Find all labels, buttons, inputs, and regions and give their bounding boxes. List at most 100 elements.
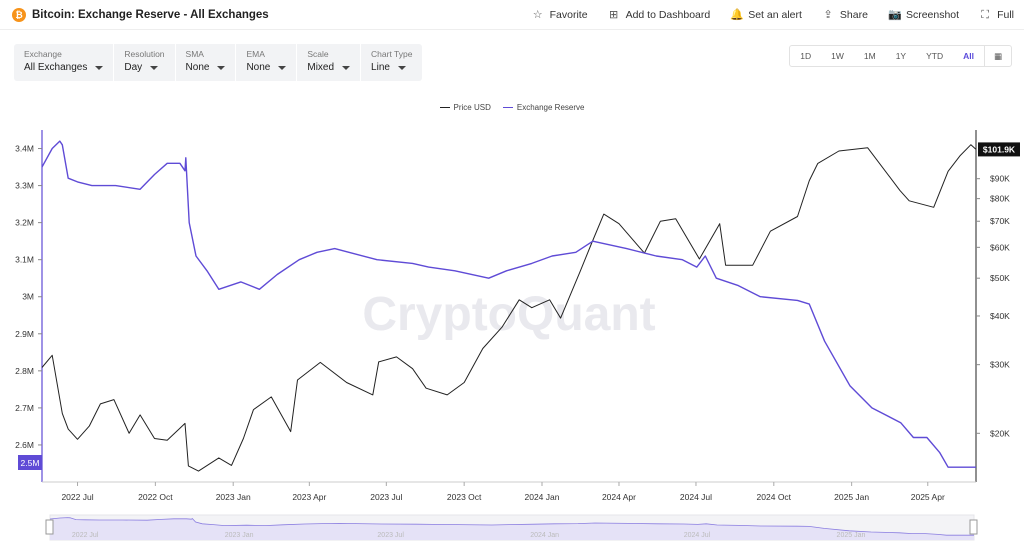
- control-value-text: None: [185, 62, 210, 73]
- share-action[interactable]: ⇪ Share: [822, 9, 868, 21]
- right-tick-label: $20K: [990, 428, 1010, 438]
- control-value: Day: [124, 62, 164, 73]
- title-wrap: ₿ Bitcoin: Exchange Reserve - All Exchan…: [12, 7, 269, 22]
- x-tick-label: 2025 Jan: [834, 492, 869, 502]
- action-label: Favorite: [549, 9, 588, 21]
- reserve-current-label: 2.5M: [21, 458, 40, 468]
- bell-action[interactable]: 🔔 Set an alert: [730, 9, 802, 21]
- chevron-down-icon: [95, 65, 104, 70]
- fullscreen-action[interactable]: ⛶ Full: [979, 9, 1014, 21]
- range-1y[interactable]: 1Y: [895, 51, 907, 61]
- chevron-down-icon: [342, 65, 351, 70]
- control-value-text: Mixed: [307, 62, 335, 73]
- control-value: Mixed: [307, 62, 351, 73]
- chevron-down-icon: [150, 65, 159, 70]
- top-bar: ₿ Bitcoin: Exchange Reserve - All Exchan…: [0, 0, 1024, 30]
- left-tick-label: 3M: [22, 292, 34, 302]
- right-tick-label: $40K: [990, 311, 1010, 321]
- control-value: All Exchanges: [24, 62, 104, 73]
- control-value-text: None: [246, 62, 271, 73]
- control-value-text: Line: [371, 62, 390, 73]
- control-value: Line: [371, 62, 412, 73]
- reserve-current-badge: [18, 455, 42, 470]
- left-tick-label: 3.3M: [15, 181, 34, 191]
- control-label: Scale: [307, 49, 329, 59]
- chart-controls: Exchange All Exchanges Resolution Day SMA Non…: [14, 44, 423, 81]
- control-value-text: All Exchanges: [24, 62, 88, 73]
- fullscreen-icon: ⛶: [981, 9, 989, 21]
- x-tick-label: 2023 Jan: [216, 492, 251, 502]
- range-selector: 1D 1W 1M 1Y YTD All ▦: [789, 45, 1012, 67]
- x-tick-label: 2024 Jan: [525, 492, 560, 502]
- dashboard-add-icon: ⊞: [608, 9, 619, 21]
- right-tick-label: $60K: [990, 242, 1010, 252]
- control-chart-type[interactable]: Chart Type Line: [361, 44, 422, 81]
- left-tick-label: 2.9M: [15, 329, 34, 339]
- navigator-right-handle[interactable]: [969, 519, 978, 535]
- x-tick-label: 2024 Jul: [680, 492, 712, 502]
- control-scale[interactable]: Scale Mixed: [297, 44, 362, 81]
- range-1w[interactable]: 1W: [831, 51, 844, 61]
- right-tick-label: $30K: [990, 360, 1010, 370]
- legend-label: Price USD: [453, 103, 491, 112]
- x-tick-label: 2024 Apr: [602, 492, 636, 502]
- dashboard-add-action[interactable]: ⊞ Add to Dashboard: [608, 9, 711, 21]
- action-label: Share: [839, 9, 868, 21]
- range-all[interactable]: All: [963, 51, 974, 61]
- control-label: SMA: [185, 49, 204, 59]
- x-tick-label: 2025 Apr: [911, 492, 945, 502]
- x-tick-label: 2023 Jul: [370, 492, 402, 502]
- star-action[interactable]: ☆ Favorite: [532, 9, 588, 21]
- navigator-left-handle[interactable]: [45, 519, 54, 535]
- control-label: Exchange: [24, 49, 62, 59]
- control-value: None: [246, 62, 287, 73]
- control-label: EMA: [246, 49, 265, 59]
- control-resolution[interactable]: Resolution Day: [114, 44, 176, 81]
- control-value-text: Day: [124, 62, 143, 73]
- control-value: None: [186, 62, 226, 73]
- range-ytd[interactable]: YTD: [926, 51, 944, 61]
- navigator-tick-label: 2024 Jul: [684, 532, 711, 539]
- header-actions: ☆ Favorite ⊞ Add to Dashboard 🔔 Set an alert ⇪…: [512, 0, 1014, 30]
- legend-swatch: [502, 107, 513, 108]
- chevron-down-icon: [217, 65, 226, 70]
- control-ema[interactable]: EMA None: [236, 44, 298, 81]
- legend-swatch: [439, 107, 450, 108]
- price-current-label: $101.9K: [983, 144, 1016, 154]
- left-tick-label: 3.4M: [15, 144, 34, 154]
- left-tick-label: 3.2M: [15, 218, 34, 228]
- left-tick-label: 3.1M: [15, 255, 34, 265]
- legend-item[interactable]: Exchange Reserve: [502, 103, 585, 112]
- camera-action[interactable]: 📷 Screenshot: [888, 9, 959, 21]
- navigator-tick-label: 2023 Jan: [225, 532, 254, 539]
- x-tick-label: 2023 Oct: [447, 492, 482, 502]
- page-title: Bitcoin: Exchange Reserve - All Exchange…: [32, 8, 269, 21]
- control-label: Chart Type: [371, 49, 413, 59]
- range-1d[interactable]: 1D: [800, 51, 812, 61]
- range-1m[interactable]: 1M: [863, 51, 876, 61]
- control-sma[interactable]: SMA None: [176, 44, 237, 81]
- action-label: Add to Dashboard: [625, 9, 711, 21]
- x-tick-label: 2022 Oct: [138, 492, 173, 502]
- right-tick-label: $50K: [990, 273, 1010, 283]
- camera-icon: 📷: [887, 9, 902, 21]
- action-label: Full: [997, 9, 1014, 21]
- navigator-line: [49, 517, 974, 536]
- navigator-tick-label: 2022 Jul: [72, 532, 99, 539]
- right-tick-label: $70K: [990, 216, 1010, 226]
- price-usd-line: [41, 144, 977, 472]
- price-current-badge: [978, 142, 1020, 157]
- calendar-icon[interactable]: ▦: [983, 46, 1011, 66]
- navigator-tick-label: 2023 Jul: [377, 532, 404, 539]
- control-exchange[interactable]: Exchange All Exchanges: [14, 44, 115, 81]
- watermark-text: CryptoQuant: [362, 288, 655, 341]
- navigator-area: [50, 517, 974, 540]
- exchange-reserve-line: [41, 140, 976, 468]
- x-tick-label: 2023 Apr: [292, 492, 326, 502]
- legend-label: Exchange Reserve: [516, 103, 585, 112]
- left-tick-label: 2.8M: [15, 366, 34, 376]
- navigator-tick-label: 2024 Jan: [530, 532, 559, 539]
- legend-item[interactable]: Price USD: [439, 103, 491, 112]
- chevron-down-icon: [278, 65, 287, 70]
